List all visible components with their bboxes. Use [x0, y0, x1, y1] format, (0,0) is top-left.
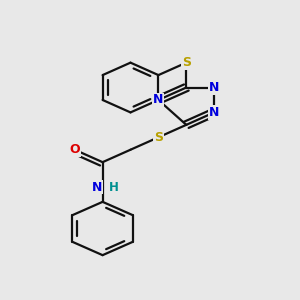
Text: N: N	[153, 94, 164, 106]
Text: N: N	[209, 106, 219, 119]
Text: H: H	[109, 181, 119, 194]
Text: S: S	[182, 56, 191, 69]
Text: O: O	[69, 143, 80, 156]
Text: N: N	[92, 181, 102, 194]
Text: S: S	[154, 131, 163, 144]
Text: N: N	[209, 81, 219, 94]
